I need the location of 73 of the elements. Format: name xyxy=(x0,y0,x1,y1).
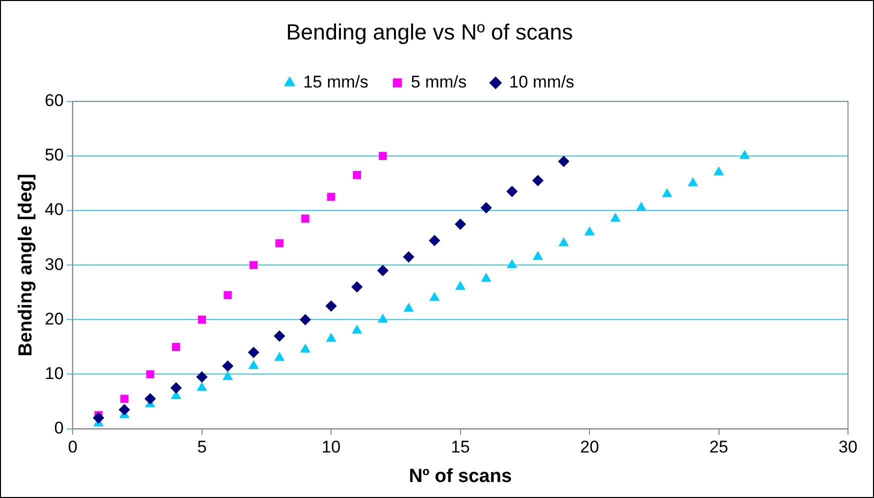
point xyxy=(480,202,492,214)
x-axis-title: Nº of scans xyxy=(408,466,512,487)
x-tick-label: 5 xyxy=(197,438,207,457)
point xyxy=(326,333,336,342)
point xyxy=(274,330,285,342)
point xyxy=(118,404,130,416)
point xyxy=(248,360,258,370)
y-tick-label: 60 xyxy=(44,91,64,110)
y-axis-title: Bending angle [deg] xyxy=(16,174,37,356)
point xyxy=(378,152,387,160)
point xyxy=(506,186,518,197)
y-tick-label: 50 xyxy=(44,146,64,165)
point xyxy=(222,360,234,372)
x-tick-label: 15 xyxy=(450,438,470,457)
point xyxy=(274,352,284,361)
point xyxy=(456,281,466,290)
point xyxy=(584,226,594,236)
point xyxy=(403,251,414,262)
point xyxy=(404,303,414,312)
legend-label: 10 mm/s xyxy=(509,72,574,92)
point xyxy=(507,260,517,268)
point xyxy=(170,382,182,394)
y-tick-label: 30 xyxy=(44,254,64,274)
point xyxy=(197,382,207,391)
y-tick-label: 10 xyxy=(44,364,64,383)
point xyxy=(430,292,440,301)
point xyxy=(301,214,310,223)
point xyxy=(610,213,620,222)
point xyxy=(352,171,362,180)
point xyxy=(326,300,337,312)
point xyxy=(144,393,156,404)
point xyxy=(352,325,362,334)
point xyxy=(300,344,310,353)
point xyxy=(171,390,181,400)
y-tick-label: 20 xyxy=(44,309,64,328)
point xyxy=(146,370,154,378)
x-tick-label: 0 xyxy=(68,438,78,457)
point xyxy=(558,238,569,246)
legend-label: 15 mm/s xyxy=(303,72,368,92)
point xyxy=(662,188,672,198)
point xyxy=(120,394,128,403)
point xyxy=(481,273,492,282)
point xyxy=(377,265,388,276)
chart-title: Bending angle vs Nº of scans xyxy=(286,19,573,44)
point xyxy=(378,314,388,323)
point xyxy=(714,166,724,176)
point xyxy=(224,291,232,300)
point xyxy=(198,316,206,324)
legend-label: 5 mm/s xyxy=(410,72,467,92)
point xyxy=(454,218,466,230)
point xyxy=(93,412,104,424)
point xyxy=(740,150,750,159)
point xyxy=(429,235,440,246)
point xyxy=(222,371,233,380)
point xyxy=(558,156,570,167)
point xyxy=(327,192,336,201)
point xyxy=(636,202,646,211)
y-tick-label: 40 xyxy=(44,200,64,220)
point xyxy=(275,239,284,248)
point xyxy=(172,342,180,351)
point xyxy=(532,175,544,186)
x-tick-label: 20 xyxy=(580,438,600,457)
x-tick-label: 25 xyxy=(709,438,728,457)
point xyxy=(196,371,208,382)
x-tick-label: 30 xyxy=(838,438,858,457)
x-tick-label: 10 xyxy=(322,438,341,457)
point xyxy=(248,346,260,358)
point xyxy=(533,251,543,260)
point xyxy=(351,281,362,292)
point xyxy=(250,261,258,270)
point xyxy=(300,314,311,326)
point xyxy=(688,178,698,186)
y-tick-label: 0 xyxy=(54,418,64,438)
